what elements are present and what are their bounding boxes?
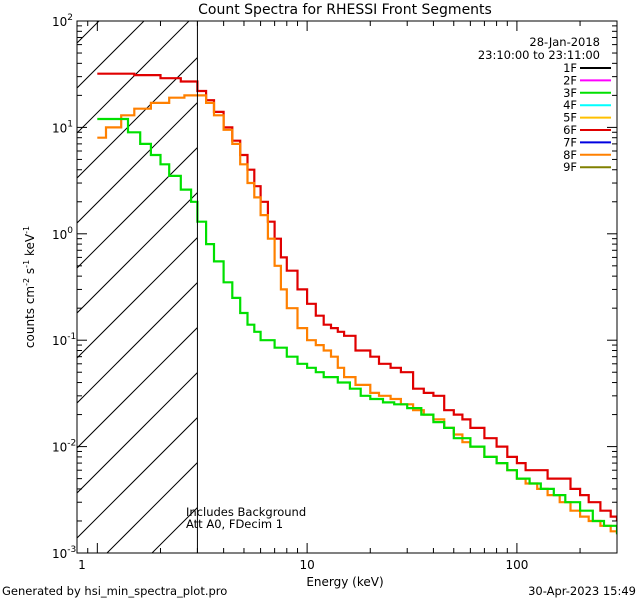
hatch-line	[77, 21, 190, 134]
x-tick-label: 10	[299, 558, 314, 572]
hatch-line	[77, 56, 198, 179]
hatch-line	[0, 0, 122, 553]
y-label-sup: -1	[22, 226, 31, 234]
time-range-label: 23:10:00 to 23:11:00	[478, 48, 600, 62]
generated-by-label: Generated by hsi_min_spectra_plot.pro	[2, 584, 227, 598]
legend-label: 1F	[563, 61, 577, 75]
y-label-sup: -2	[22, 278, 31, 286]
y-tick-exp: 2	[67, 13, 73, 23]
legend-label: 7F	[563, 135, 577, 149]
legend-label: 5F	[563, 111, 577, 125]
hatch-line	[242, 0, 640, 553]
series-6F	[97, 72, 617, 521]
y-tick-label: 10-2	[52, 439, 76, 455]
hatch-line	[77, 191, 198, 314]
hatch-line	[77, 326, 198, 449]
hatch-line	[77, 236, 198, 359]
y-tick-exp: 0	[67, 226, 73, 236]
x-tick-label: 100	[505, 558, 528, 572]
attenuator-hatch	[0, 0, 640, 553]
hatch-line	[77, 21, 145, 89]
y-tick-base: 10	[52, 228, 67, 242]
y-tick-exp: 1	[67, 119, 73, 129]
y-label-sup: -1	[22, 260, 31, 268]
axis-ticks	[76, 21, 618, 554]
legend-label: 2F	[563, 73, 577, 87]
y-tick-base: 10	[52, 441, 67, 455]
series-8F	[97, 94, 617, 535]
chart-title: Count Spectra for RHESSI Front Segments	[198, 2, 492, 18]
date-label: 28-Jan-2018	[529, 35, 600, 49]
y-tick-label: 101	[52, 119, 73, 135]
legend-label: 8F	[563, 148, 577, 162]
plot-frame	[76, 20, 618, 554]
y-tick-base: 10	[52, 121, 67, 135]
annotation-attenuator: Att A0, FDecim 1	[186, 517, 283, 531]
hatch-line	[106, 461, 198, 553]
y-label-part: counts cm	[23, 286, 37, 348]
y-tick-label: 10-1	[52, 332, 76, 348]
y-tick-base: 10	[52, 334, 67, 348]
y-tick-label: 10-3	[52, 545, 76, 561]
hatch-line	[77, 416, 198, 539]
x-axis-label: Energy (keV)	[306, 575, 383, 589]
y-tick-exp: -1	[67, 332, 76, 342]
legend-label: 4F	[563, 98, 577, 112]
y-tick-label: 102	[52, 13, 73, 29]
series-3F	[97, 117, 617, 535]
hatch-line	[0, 0, 77, 553]
y-tick-exp: -2	[67, 439, 76, 449]
annotation-background: Includes Background	[186, 505, 306, 519]
legend-label: 6F	[563, 123, 577, 137]
timestamp-label: 30-Apr-2023 15:49	[528, 584, 636, 598]
y-tick-base: 10	[52, 15, 67, 29]
hatch-line	[77, 371, 198, 494]
y-label-part: keV	[23, 233, 37, 260]
hatch-line	[77, 146, 198, 269]
y-tick-base: 10	[52, 547, 67, 561]
y-tick-exp: -3	[67, 545, 76, 555]
series-group	[97, 72, 617, 535]
y-tick-label: 100	[52, 226, 73, 242]
x-tick-label-1: 1	[78, 558, 86, 572]
y-axis-label: counts cm-2 s-1 keV-1	[22, 226, 37, 348]
hatch-line	[77, 101, 198, 224]
legend-label: 9F	[563, 160, 577, 174]
legend-label: 3F	[563, 86, 577, 100]
x-tick-labels: 10 100	[299, 558, 528, 572]
y-label-part: s	[23, 268, 37, 278]
